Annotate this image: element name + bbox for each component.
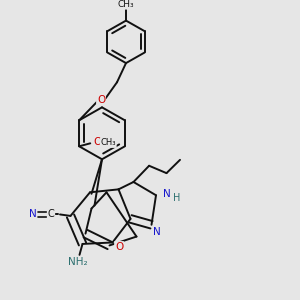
Text: CH₃: CH₃: [118, 0, 134, 9]
Text: N: N: [153, 227, 161, 237]
Text: N: N: [163, 189, 170, 199]
Text: H: H: [173, 193, 181, 203]
Text: O: O: [115, 242, 123, 252]
Text: N: N: [29, 209, 37, 219]
Text: O: O: [93, 137, 101, 147]
Text: C: C: [48, 209, 54, 219]
Text: O: O: [97, 95, 105, 105]
Text: NH₂: NH₂: [68, 257, 88, 267]
Text: CH₃: CH₃: [100, 138, 116, 147]
